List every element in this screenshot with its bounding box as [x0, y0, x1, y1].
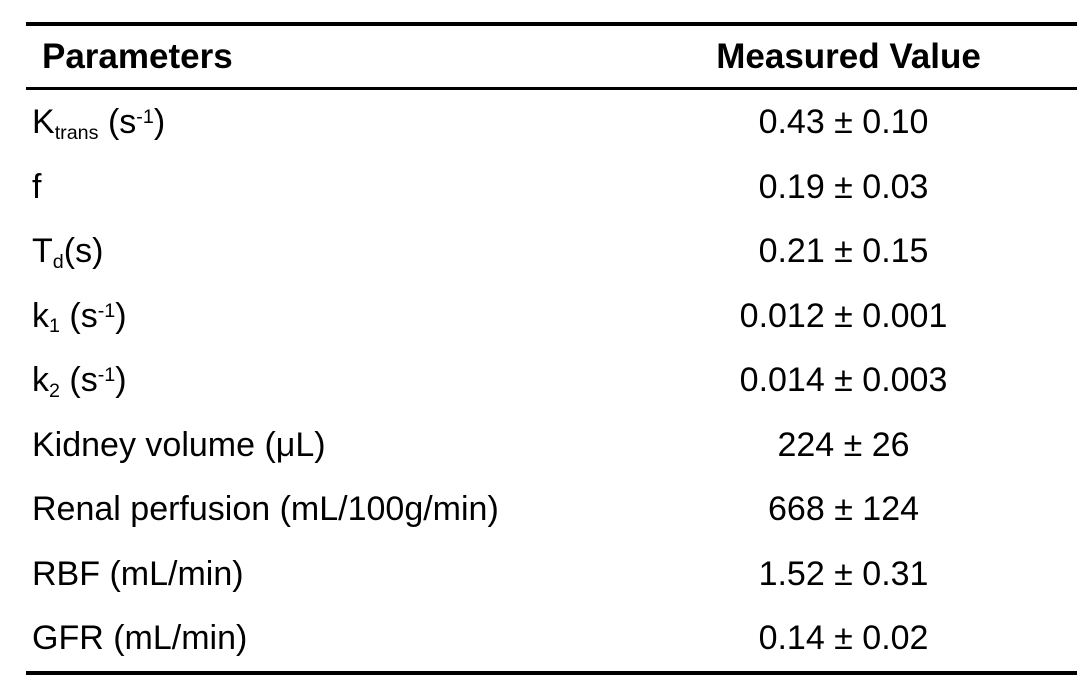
param-cell: Renal perfusion (mL/100g/min): [32, 490, 499, 529]
table-row: Td(s) 0.21 ± 0.15: [26, 219, 1077, 284]
table-row: f 0.19 ± 0.03: [26, 155, 1077, 220]
table-row: k2 (s-1) 0.014 ± 0.003: [26, 348, 1077, 413]
header-divider-rule: [26, 87, 1077, 90]
table-row: Kidney volume (μL) 224 ± 26: [26, 413, 1077, 478]
param-cell: Ktrans (s-1): [32, 103, 166, 144]
table-row: GFR (mL/min) 0.14 ± 0.02: [26, 606, 1077, 671]
value-cell: 668 ± 124: [768, 490, 920, 529]
value-cell: 1.52 ± 0.31: [758, 554, 929, 593]
column-header-measured-value: Measured Value: [716, 37, 981, 76]
table-row: Ktrans (s-1) 0.43 ± 0.10: [26, 90, 1077, 155]
param-cell: Td(s): [32, 232, 104, 273]
parameters-table-figure: Parameters Measured Value Ktrans (s-1) 0…: [26, 22, 1077, 675]
table-body: Ktrans (s-1) 0.43 ± 0.10 f 0.19 ± 0.03 T…: [26, 90, 1077, 671]
column-header-parameters: Parameters: [42, 37, 233, 76]
table-header-row: Parameters Measured Value: [26, 26, 1077, 87]
param-cell: RBF (mL/min): [32, 554, 244, 593]
table-row: RBF (mL/min) 1.52 ± 0.31: [26, 542, 1077, 607]
param-cell: k2 (s-1): [32, 361, 127, 402]
table-bottom-rule: [26, 670, 1077, 675]
value-cell: 0.43 ± 0.10: [758, 103, 929, 142]
table-row: k1 (s-1) 0.012 ± 0.001: [26, 284, 1077, 349]
table-top-rule: [26, 22, 1077, 26]
value-cell: 0.14 ± 0.02: [758, 619, 929, 658]
param-cell: k1 (s-1): [32, 296, 127, 338]
value-cell: 0.012 ± 0.001: [739, 296, 948, 335]
value-cell: 0.014 ± 0.003: [739, 361, 948, 400]
value-cell: 0.21 ± 0.15: [758, 232, 929, 271]
param-cell: Kidney volume (μL): [32, 425, 326, 464]
value-cell: 224 ± 26: [777, 425, 910, 464]
table-row: Renal perfusion (mL/100g/min) 668 ± 124: [26, 477, 1077, 542]
param-cell: f: [32, 167, 42, 206]
value-cell: 0.19 ± 0.03: [758, 167, 929, 206]
param-cell: GFR (mL/min): [32, 619, 248, 658]
